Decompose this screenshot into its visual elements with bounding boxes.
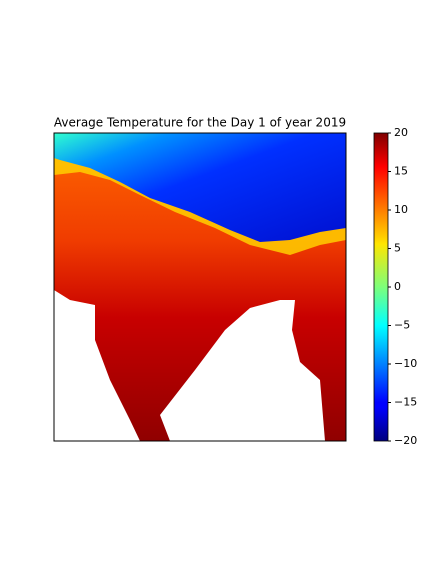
colorbar-tick-label: −15 — [394, 396, 417, 409]
colorbar-tick-label: 0 — [394, 280, 401, 293]
arabian-sea — [54, 290, 140, 441]
colorbar-tick-label: 15 — [394, 165, 408, 178]
cold-region — [54, 133, 346, 242]
colorbar-tick-label: 5 — [394, 242, 401, 255]
colorbar-tick-label: −20 — [394, 434, 417, 447]
map-frame — [53, 132, 347, 442]
colorbar-tick-label: 20 — [394, 126, 408, 139]
colorbar — [373, 132, 389, 442]
bay-of-bengal — [160, 300, 325, 441]
map-area — [53, 132, 347, 442]
colorbar-tick-label: 10 — [394, 203, 408, 216]
colorbar-tick-label: −5 — [394, 319, 410, 332]
map-title: Average Temperature for the Day 1 of yea… — [54, 116, 346, 130]
colorbar-tick-label: −10 — [394, 357, 417, 370]
